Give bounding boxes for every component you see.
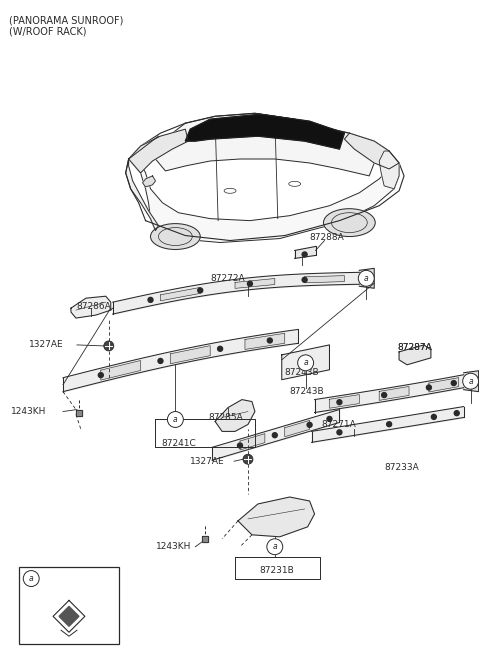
Circle shape	[23, 571, 39, 587]
Ellipse shape	[324, 209, 375, 236]
Text: 87272A: 87272A	[210, 274, 245, 282]
Circle shape	[267, 539, 283, 554]
Circle shape	[267, 338, 272, 343]
Polygon shape	[379, 151, 399, 189]
Text: 1243KH: 1243KH	[156, 543, 191, 551]
Circle shape	[104, 341, 114, 351]
Circle shape	[168, 412, 183, 428]
Text: 87286A: 87286A	[76, 302, 111, 311]
Circle shape	[337, 400, 342, 405]
Polygon shape	[185, 114, 344, 149]
Circle shape	[426, 385, 432, 390]
Circle shape	[451, 381, 456, 385]
Text: a: a	[468, 377, 473, 385]
Polygon shape	[156, 114, 374, 176]
Text: a: a	[273, 543, 277, 551]
Text: 87243B: 87243B	[285, 368, 319, 378]
Polygon shape	[76, 410, 82, 416]
Polygon shape	[59, 607, 79, 626]
Polygon shape	[126, 159, 158, 230]
Polygon shape	[240, 434, 265, 450]
Text: 87243B: 87243B	[290, 387, 324, 396]
Text: a: a	[173, 415, 178, 424]
Text: 87287A: 87287A	[397, 343, 432, 352]
Polygon shape	[429, 378, 459, 392]
Polygon shape	[143, 176, 156, 187]
Text: 87271A: 87271A	[322, 420, 356, 429]
Polygon shape	[379, 387, 409, 401]
Polygon shape	[238, 497, 314, 537]
Circle shape	[382, 393, 387, 397]
Text: 1243KH: 1243KH	[12, 407, 47, 416]
Polygon shape	[285, 420, 310, 437]
Circle shape	[217, 346, 223, 351]
Circle shape	[248, 281, 252, 286]
Polygon shape	[129, 129, 188, 173]
Circle shape	[98, 373, 103, 378]
Text: (PANORAMA SUNROOF): (PANORAMA SUNROOF)	[9, 16, 124, 26]
Text: a: a	[364, 274, 369, 282]
Circle shape	[148, 298, 153, 302]
Polygon shape	[235, 279, 275, 288]
Circle shape	[463, 374, 479, 389]
Text: 87287A: 87287A	[397, 343, 432, 352]
Text: 87241C: 87241C	[161, 439, 196, 448]
Text: 1327AE: 1327AE	[29, 341, 64, 349]
Circle shape	[432, 414, 436, 419]
Polygon shape	[360, 269, 374, 288]
Text: 87288A: 87288A	[310, 233, 344, 242]
Polygon shape	[129, 159, 399, 242]
Polygon shape	[464, 371, 479, 391]
Circle shape	[302, 252, 307, 257]
Text: a: a	[303, 358, 308, 368]
Text: 1327AE: 1327AE	[190, 457, 225, 466]
Polygon shape	[101, 360, 141, 380]
Ellipse shape	[151, 224, 200, 249]
Polygon shape	[282, 345, 329, 379]
Circle shape	[358, 271, 374, 286]
Polygon shape	[202, 536, 208, 542]
Text: 87233A: 87233A	[384, 463, 419, 472]
Circle shape	[198, 288, 203, 293]
Circle shape	[387, 422, 392, 427]
Circle shape	[454, 411, 459, 416]
Circle shape	[337, 430, 342, 435]
Polygon shape	[170, 346, 210, 364]
Polygon shape	[399, 345, 431, 365]
Text: 87285A: 87285A	[208, 413, 243, 422]
Polygon shape	[160, 287, 200, 301]
Circle shape	[298, 355, 313, 371]
Polygon shape	[71, 296, 111, 318]
Text: a: a	[29, 574, 34, 583]
Polygon shape	[215, 399, 255, 432]
Polygon shape	[295, 246, 315, 259]
Circle shape	[272, 433, 277, 438]
Circle shape	[158, 358, 163, 364]
Circle shape	[243, 454, 253, 464]
Polygon shape	[245, 333, 285, 349]
Text: 86725B: 86725B	[43, 574, 78, 583]
Polygon shape	[305, 276, 344, 282]
Polygon shape	[344, 133, 399, 169]
Text: 87231B: 87231B	[259, 566, 294, 575]
Circle shape	[238, 443, 242, 448]
Text: (W/ROOF RACK): (W/ROOF RACK)	[9, 27, 87, 37]
Circle shape	[327, 416, 332, 422]
Polygon shape	[329, 395, 360, 409]
Circle shape	[302, 277, 307, 282]
Circle shape	[307, 422, 312, 427]
FancyBboxPatch shape	[19, 567, 119, 644]
